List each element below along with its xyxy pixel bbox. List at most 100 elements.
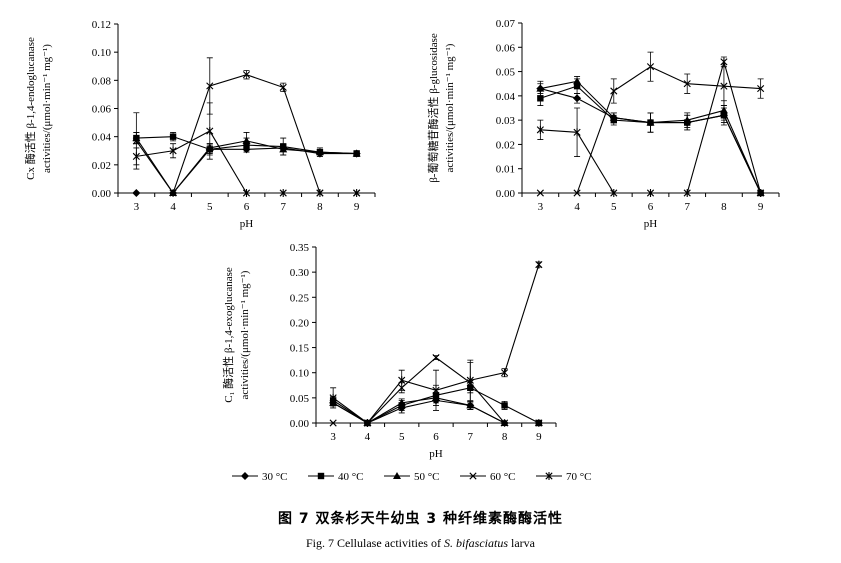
data-point — [432, 354, 440, 362]
x-tick-label: 9 — [354, 201, 360, 213]
y-axis-title-line-1: Cx 酶活性 β-1,4-endoglucanase — [23, 37, 37, 180]
series-triangle — [536, 76, 765, 196]
data-point — [206, 127, 214, 136]
data-point — [363, 419, 372, 427]
x-tick-label: 5 — [399, 431, 405, 443]
legend-marker — [240, 471, 250, 481]
y-tick-label: 0.03 — [496, 115, 516, 127]
data-point — [132, 188, 141, 198]
series-line — [540, 85, 762, 194]
series-x — [132, 57, 361, 197]
series-line — [540, 88, 762, 194]
data-point — [329, 419, 337, 427]
x-tick-label: 7 — [684, 201, 690, 213]
x-tick-label: 7 — [468, 431, 474, 443]
data-point — [573, 128, 581, 137]
y-tick-label: 0.07 — [496, 18, 516, 30]
data-point — [132, 152, 140, 161]
chart-c1: 0.00 0.05 0.10 0.15 0.20 0.25 0.30 0.35 3 4 5 6 7 8 9 p… — [221, 242, 557, 460]
x-tick-label: 6 — [244, 201, 250, 213]
data-point — [536, 84, 545, 92]
data-point — [132, 137, 140, 145]
data-point — [500, 419, 509, 427]
data-point — [757, 84, 765, 93]
data-point — [573, 189, 581, 197]
legend-label: 30 °C — [262, 471, 288, 483]
data-point — [683, 80, 691, 88]
y-tick-label: 0.05 — [496, 67, 516, 79]
chart-cx: 0.00 0.02 0.04 0.06 0.08 0.10 0.12 3 4 5 6 7 8 9 pH Cx … — [23, 19, 376, 230]
data-point — [169, 189, 177, 197]
data-point — [646, 63, 655, 71]
y-tick-label: 0.05 — [290, 393, 310, 405]
x-tick-label: 3 — [538, 201, 544, 213]
y-tick-label: 0.04 — [92, 132, 112, 144]
caption-en-suffix: larva — [508, 536, 535, 550]
legend-marker — [545, 472, 553, 480]
figure-caption-cn: 图 7 双条杉天牛幼虫 3 种纤维素酶酶活性 — [278, 511, 563, 527]
x-tick-label: 4 — [365, 431, 371, 443]
data-point — [537, 95, 544, 102]
series-star — [132, 102, 361, 197]
data-point — [536, 125, 544, 134]
y-tick-label: 0.25 — [290, 292, 310, 304]
x-axis-title: pH — [644, 218, 658, 230]
y-axis-title-line-1: C₁ 酶活性 β-1,4-exoglucanase — [221, 267, 235, 403]
y-tick-label: 0.35 — [290, 242, 310, 254]
data-point — [169, 133, 177, 140]
data-point — [242, 189, 251, 197]
data-point — [206, 82, 214, 90]
x-tick-label: 7 — [280, 201, 286, 213]
x-tick-label: 9 — [536, 431, 542, 443]
y-tick-label: 0.06 — [496, 42, 516, 54]
data-point — [398, 376, 406, 385]
data-point — [242, 136, 251, 144]
legend-label: 50 °C — [414, 471, 440, 483]
legend-entry: 30 °C — [232, 471, 288, 483]
legend: 30 °C 40 °C 50 °C 60 °C 70 °C — [232, 471, 592, 483]
chart-canvas: 0.00 0.02 0.04 0.06 0.08 0.10 0.12 3 4 5 6 7 8 9 pH Cx … — [23, 18, 780, 483]
data-point — [646, 189, 655, 197]
legend-entry: 50 °C — [384, 471, 440, 483]
series-x — [536, 51, 765, 197]
x-tick-label: 6 — [648, 201, 654, 213]
data-point — [279, 189, 287, 197]
y-tick-label: 0.01 — [496, 164, 515, 176]
data-point — [683, 189, 691, 197]
x-tick-label: 3 — [330, 431, 336, 443]
data-point — [720, 57, 728, 66]
y-tick-label: 0.15 — [290, 343, 310, 355]
y-tick-label: 0.30 — [290, 267, 310, 279]
y-tick-label: 0.20 — [290, 317, 310, 329]
y-tick-label: 0.06 — [92, 104, 112, 116]
data-point — [757, 189, 765, 197]
y-axis-title-line-2: activities/(μmol·min⁻¹ mg⁻¹) — [444, 43, 456, 172]
data-point — [683, 116, 692, 124]
y-tick-label: 0.08 — [92, 75, 112, 87]
data-point — [316, 189, 324, 197]
x-tick-label: 6 — [433, 431, 439, 443]
legend-marker — [317, 472, 325, 480]
data-point — [353, 189, 361, 197]
series-triangle — [132, 132, 361, 196]
data-point — [646, 118, 655, 126]
series-star — [536, 56, 765, 197]
y-tick-label: 0.12 — [92, 19, 111, 31]
y-axis-title-line-1: β-葡萄糖苷酶活性 β-glucosidase — [426, 33, 440, 183]
x-axis-title: pH — [240, 218, 254, 230]
data-point — [535, 260, 543, 269]
data-point — [610, 189, 618, 197]
y-tick-label: 0.00 — [290, 418, 310, 430]
x-tick-label: 5 — [207, 201, 213, 213]
x-tick-label: 8 — [502, 431, 508, 443]
series-diamond — [536, 83, 765, 198]
legend-entry: 60 °C — [460, 471, 516, 483]
data-point — [609, 113, 618, 121]
data-point — [352, 149, 361, 157]
x-tick-label: 4 — [170, 201, 176, 213]
data-point — [466, 376, 474, 385]
data-point — [500, 368, 509, 377]
data-point — [432, 386, 440, 395]
caption-en-prefix: Fig. 7 Cellulase activities of — [306, 536, 444, 550]
